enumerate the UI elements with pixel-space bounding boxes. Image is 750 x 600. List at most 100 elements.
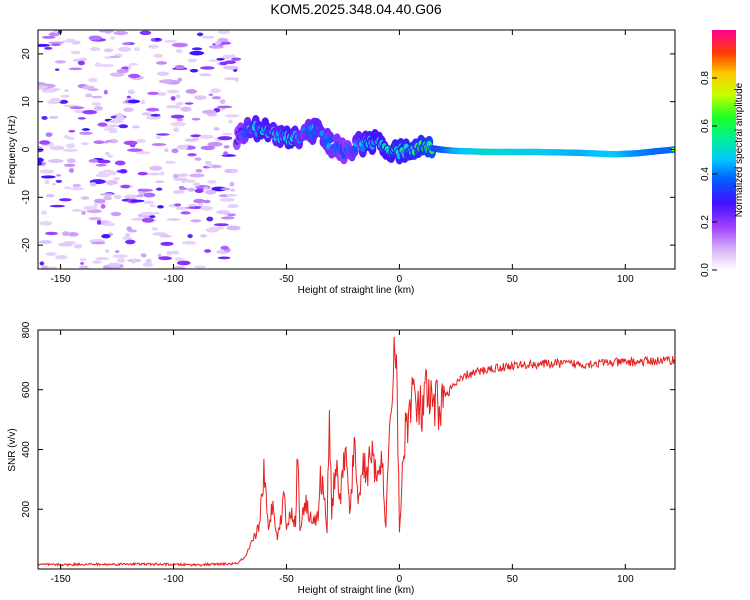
spectrogram-noise-cell [56, 174, 61, 177]
spectrogram-noise-cell [66, 136, 75, 140]
spectrogram-noise-cell [220, 41, 232, 45]
spectrogram-noise-cell [39, 221, 53, 226]
spectrogram-noise-cell [62, 231, 70, 236]
spectrogram-noise-cell [203, 186, 209, 190]
spectrogram-noise-cell [112, 254, 128, 259]
spectrogram-noise-cell [133, 47, 140, 52]
spectrogram-noise-cell [103, 196, 113, 201]
spectrogram-noise-cell [82, 110, 98, 115]
snr-xtick-label: 50 [507, 574, 519, 585]
spectrogram-noise-cell [194, 157, 202, 161]
snr-ytick-label: 800 [21, 321, 32, 338]
spectrogram-noise-cell [39, 261, 45, 266]
spectrogram-noise-cell [210, 88, 222, 94]
spectrogram-noise-cell [109, 72, 125, 77]
snr-xtick-label: -100 [164, 574, 184, 585]
spectrogram-noise-cell [110, 211, 122, 217]
spectrogram-noise-cell [194, 188, 204, 193]
spectrogram-noise-cell [128, 73, 141, 79]
spectrogram-noise-cell [220, 245, 229, 250]
spectrogram-noise-cell [122, 236, 132, 240]
spectrogram-noise-cell [149, 215, 156, 219]
spectrogram-noise-cell [223, 151, 229, 156]
spectrogram-noise-cell [40, 210, 48, 215]
snr-panel: -150 -100 -50 0 50 100 200 400 600 800 Height of … [7, 321, 676, 596]
spectrogram-noise-cell [175, 94, 181, 99]
spectrogram-noise-cell [217, 105, 233, 109]
snr-xtick-label: -50 [279, 574, 294, 585]
spectrogram-noise-cell [125, 239, 136, 245]
snr-marks [38, 336, 675, 568]
spectrogram-noise-cell [39, 140, 51, 145]
spectrogram-noise-cell [128, 62, 139, 66]
spectrogram-noise-cell [80, 142, 90, 146]
spectrogram-noise-cell [49, 145, 65, 151]
spectrogram-noise-cell [146, 172, 162, 176]
spectrogram-xtick-label: -50 [279, 274, 294, 285]
spectrogram-noise-cell [124, 232, 131, 238]
spectrogram-noise-cell [145, 258, 152, 264]
spectrogram-noise-cell [68, 67, 83, 71]
spectrogram-noise-cell [211, 96, 222, 100]
spectrogram-noise-cell [180, 211, 191, 215]
spectrogram-noise-cell [94, 257, 109, 261]
spectrogram-noise-cell [204, 249, 212, 253]
spectrogram-noise-cell [187, 203, 197, 207]
spectrogram-noise-cell [91, 95, 103, 99]
spectrogram-noise-cell [116, 258, 126, 264]
spectrogram-noise-cell [118, 124, 129, 129]
spectrogram-noise-cell [200, 234, 207, 238]
spectrogram-noise-cell [184, 179, 197, 183]
spectrogram-noise-cell [174, 203, 182, 207]
spectrogram-noise-cell [225, 193, 238, 197]
spectrogram-signal-cell [319, 130, 325, 138]
spectrogram-noise-cell [57, 242, 74, 247]
spectrogram-noise-cell [156, 133, 170, 136]
spectrogram-noise-cell [155, 135, 162, 139]
spectrogram-noise-cell [141, 217, 155, 223]
spectrogram-noise-cell [151, 143, 167, 146]
spectrogram-noise-cell [139, 30, 152, 36]
spectrogram-noise-cell [181, 241, 197, 245]
spectrogram-noise-cell [219, 197, 235, 202]
spectrogram-noise-cell [38, 157, 44, 163]
spectrogram-noise-cell [113, 177, 121, 181]
spectrogram-noise-cell [113, 194, 122, 199]
spectrogram-noise-cell [94, 62, 102, 68]
spectrogram-noise-cell [164, 148, 169, 153]
spectrogram-ytick-label: 20 [21, 48, 32, 60]
spectrogram-noise-cell [143, 192, 156, 198]
spectrogram-noise-cell [136, 138, 146, 143]
spectrogram-noise-cell [115, 115, 126, 121]
spectrogram-noise-cell [49, 97, 62, 103]
spectrogram-noise-cell [141, 112, 152, 116]
spectrogram-noise-cell [157, 205, 164, 209]
spectrogram-noise-cell [106, 180, 114, 186]
snr-xtick-label: -150 [51, 574, 71, 585]
spectrogram-noise-cell [63, 163, 76, 168]
spectrogram-noise-cell [93, 140, 105, 145]
spectrogram-noise-cell [127, 89, 135, 95]
spectrogram-noise-cell [216, 57, 225, 61]
spectrogram-ytick-label: -20 [21, 237, 32, 252]
spectrogram-noise-cell [131, 258, 136, 264]
spectrogram-noise-cell [54, 68, 60, 71]
spectrogram-noise-cell [47, 159, 64, 163]
spectrogram-noise-cell [139, 211, 156, 216]
spectrogram-noise-cell [126, 226, 133, 232]
spectrogram-noise-cell [155, 187, 163, 191]
spectrogram-noise-cell [48, 41, 64, 44]
snr-ytick-label: 200 [21, 500, 32, 517]
spectrogram-noise-cell [220, 216, 235, 220]
snr-xlabel: Height of straight line (km) [298, 585, 415, 596]
snr-plot-area [38, 330, 675, 569]
spectrogram-noise-cell [112, 266, 121, 269]
spectrogram-noise-cell [152, 232, 168, 236]
spectrogram-noise-cell [38, 161, 43, 166]
spectrogram-noise-cell [79, 258, 87, 261]
spectrogram-noise-cell [173, 127, 180, 133]
spectrogram-noise-cell [163, 39, 178, 43]
figure-title: KOM5.2025.348.04.40.G06 [270, 1, 441, 17]
spectrogram-noise-cell [64, 89, 69, 93]
